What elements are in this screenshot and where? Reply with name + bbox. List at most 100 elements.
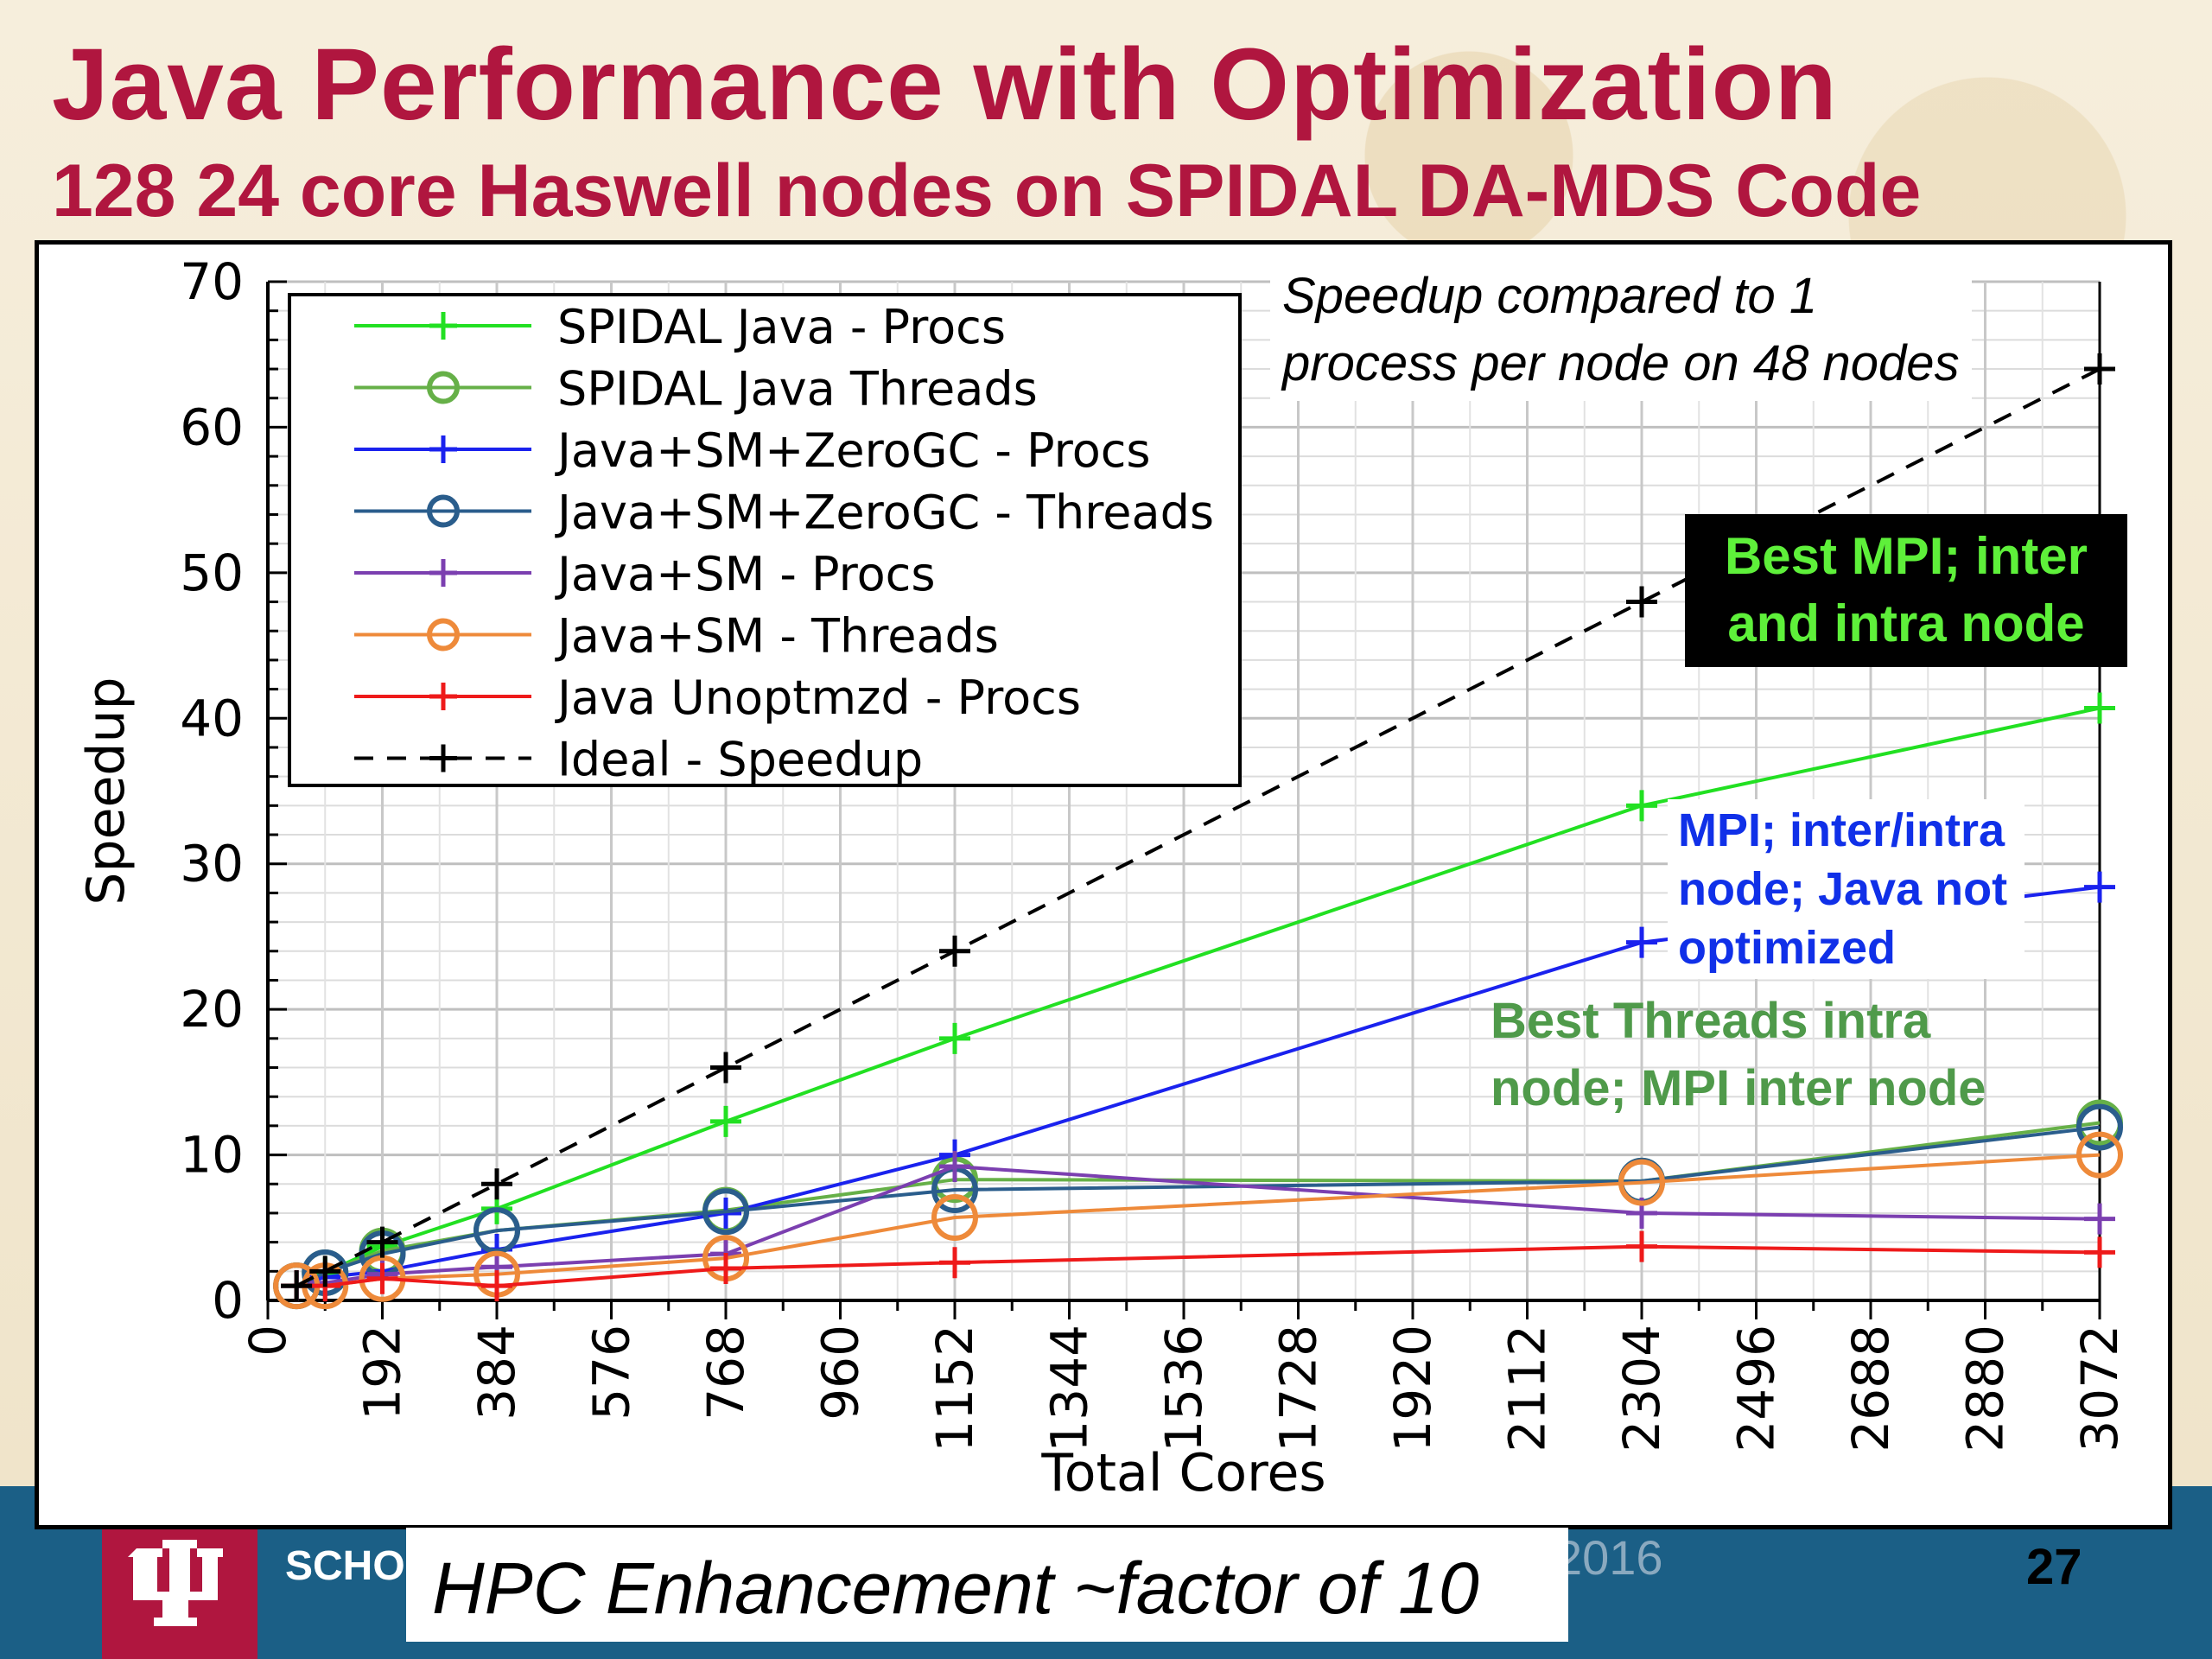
marker-circle <box>427 494 460 528</box>
best-threads-callout: Best Threads intra node; MPI inter node <box>1491 988 1986 1122</box>
x-tick-label: 960 <box>811 1325 870 1421</box>
legend-label: Java+SM - Threads <box>555 609 999 664</box>
iu-trident-logo <box>102 1521 257 1659</box>
legend-label: SPIDAL Java Threads <box>557 362 1038 416</box>
marker-plus <box>366 1226 398 1258</box>
x-tick-label: 2880 <box>1956 1325 2015 1452</box>
x-tick-label: 2496 <box>1727 1325 1786 1452</box>
best-mpi-callout: Best MPI; inter and intra node <box>1685 514 2127 667</box>
x-tick-label: 2304 <box>1612 1325 1671 1452</box>
speedup-note: Speedup compared to 1 process per node o… <box>1270 259 1972 401</box>
x-tick-label: 1728 <box>1269 1325 1328 1452</box>
marker-circle <box>427 618 460 652</box>
series-7 <box>281 353 2115 1302</box>
footer-school-text: SCHO <box>285 1543 405 1589</box>
marker-plus <box>1626 586 1657 618</box>
legend-label: SPIDAL Java - Procs <box>557 300 1006 354</box>
legend: SPIDAL Java - Procs SPIDAL Java Threads Ja… <box>288 293 1242 787</box>
page-number: 27 <box>2026 1539 2082 1595</box>
mpi-java-line2: node; Java not <box>1678 863 2008 915</box>
marker-plus <box>481 1270 512 1302</box>
caption-text: HPC Enhancement ~factor of 10 <box>432 1548 1479 1629</box>
y-tick-label: 20 <box>180 980 244 1039</box>
mpi-java-line1: MPI; inter/intra <box>1678 804 2005 856</box>
x-tick-label: 1536 <box>1154 1325 1213 1452</box>
best-threads-line1: Best Threads intra <box>1491 993 1931 1049</box>
x-tick-label: 1344 <box>1040 1325 1099 1452</box>
x-tick-label: 384 <box>467 1325 526 1421</box>
speedup-chart: 0 10 20 30 40 50 60 70 0 192 384 576 768 960 1152 1344 1… <box>76 252 2129 1503</box>
y-tick-label: 30 <box>180 835 244 893</box>
y-tick-label: 70 <box>180 252 244 311</box>
marker-plus <box>429 683 457 710</box>
marker-plus <box>2084 871 2115 903</box>
x-tick-label: 0 <box>238 1325 297 1357</box>
marker-plus <box>2084 692 2115 724</box>
marker-plus <box>1626 790 1657 822</box>
marker-plus <box>2084 1203 2115 1235</box>
marker-plus <box>281 1270 313 1302</box>
marker-plus <box>939 1151 970 1183</box>
mpi-java-callout: MPI; inter/intra node; Java not optimize… <box>1668 799 2025 979</box>
x-tick-label: 1920 <box>1383 1325 1442 1452</box>
series-line <box>296 367 2101 1287</box>
marker-plus <box>710 1105 741 1137</box>
x-tick-label: 192 <box>353 1325 412 1421</box>
marker-plus <box>429 744 457 772</box>
marker-circle <box>931 1193 978 1241</box>
axes: 0 10 20 30 40 50 60 70 0 192 384 576 768 960 1152 1344 1… <box>76 252 2129 1503</box>
series-line <box>296 1244 2101 1288</box>
marker-plus <box>309 1255 341 1287</box>
footer-year: 2016 <box>1555 1530 1663 1585</box>
speedup-note-line2: process per node on 48 nodes <box>1282 335 1960 391</box>
marker-circle <box>2076 1131 2123 1179</box>
legend-label: Java Unoptmzd - Procs <box>555 671 1081 725</box>
speedup-note-line1: Speedup compared to 1 <box>1282 268 1818 324</box>
x-axis-title: Total Cores <box>1040 1443 1325 1503</box>
marker-plus <box>429 435 457 463</box>
marker-circle <box>427 371 460 404</box>
y-tick-label: 0 <box>212 1271 244 1330</box>
marker-plus <box>481 1168 512 1200</box>
caption-box: HPC Enhancement ~factor of 10 <box>406 1528 1568 1642</box>
marker-circle <box>702 1188 749 1236</box>
marker-plus <box>2084 1236 2115 1268</box>
y-tick-label: 10 <box>180 1126 244 1185</box>
marker-circle <box>1618 1159 1665 1206</box>
series-line <box>296 1153 2101 1288</box>
x-tick-label: 2688 <box>1841 1325 1900 1452</box>
marker-plus <box>366 1262 398 1294</box>
slide-subtitle: 128 24 core Haswell nodes on SPIDAL DA-M… <box>52 149 1922 232</box>
legend-label: Ideal - Speedup <box>557 733 923 787</box>
marker-plus <box>710 1252 741 1284</box>
x-tick-label: 576 <box>582 1325 641 1421</box>
best-threads-line2: node; MPI inter node <box>1491 1060 1986 1116</box>
best-mpi-line2: and intra node <box>1727 594 2085 652</box>
marker-plus <box>939 1022 970 1054</box>
marker-circle <box>2076 1103 2123 1151</box>
marker-plus <box>1626 926 1657 958</box>
marker-plus <box>939 935 970 967</box>
best-mpi-line1: Best MPI; inter <box>1724 527 2088 585</box>
series <box>273 353 2123 1310</box>
y-tick-label: 40 <box>180 689 244 747</box>
y-tick-label: 60 <box>180 397 244 456</box>
marker-plus <box>429 559 457 587</box>
y-axis-title: Speedup <box>76 677 137 905</box>
marker-plus <box>710 1052 741 1084</box>
legend-label: Java+SM+ZeroGC - Threads <box>555 486 1214 540</box>
x-tick-label: 2112 <box>1498 1325 1557 1452</box>
trident-icon <box>128 1540 223 1626</box>
marker-plus <box>429 312 457 340</box>
x-tick-label: 3072 <box>2070 1325 2129 1452</box>
y-tick-label: 50 <box>180 543 244 602</box>
mpi-java-line3: optimized <box>1678 922 1896 974</box>
legend-label: Java+SM+ZeroGC - Procs <box>555 423 1151 478</box>
x-tick-label: 768 <box>696 1325 755 1421</box>
x-tick-label: 1152 <box>925 1325 984 1452</box>
marker-plus <box>2084 353 2115 385</box>
marker-plus <box>939 1247 970 1279</box>
slide-title: Java Performance with Optimization <box>52 28 1838 142</box>
marker-plus <box>1626 1230 1657 1262</box>
legend-label: Java+SM - Procs <box>555 547 935 601</box>
